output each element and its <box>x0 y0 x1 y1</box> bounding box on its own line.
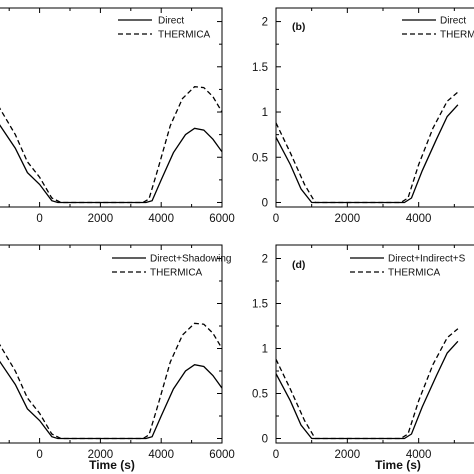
legend-label: Direct+Indirect+S <box>388 254 466 265</box>
panel-label: (d) <box>292 259 305 271</box>
panel-b: 0 2000 4000 0 0.5 1 1.5 2 Direct THERMICA (b) <box>252 7 474 225</box>
series-line-thermica <box>276 328 459 440</box>
y-tick-label: 1 <box>262 344 268 356</box>
legend: Direct+Indirect+S THERMICA <box>350 254 466 279</box>
legend-label: Direct <box>440 16 466 27</box>
legend-label: Direct+Shadowing <box>150 254 231 265</box>
y-tick-label: 0 <box>262 197 268 209</box>
x-tick-label: 0 <box>273 213 279 225</box>
series-line-thermica <box>0 86 222 204</box>
x-axis-label: Time (s) <box>375 458 421 472</box>
legend: Direct THERMICA <box>402 16 474 41</box>
series-line-direct-shadowing <box>0 360 222 440</box>
x-tick-label: 4000 <box>406 213 432 225</box>
series-line-direct <box>0 124 222 204</box>
axes-frame <box>0 7 223 208</box>
legend: Direct THERMICA <box>118 16 211 41</box>
y-tick-label: 0.5 <box>252 152 268 164</box>
series-line-direct-indirect-s <box>276 340 459 440</box>
panel-c: 0 2000 4000 6000 Time (s) Direct+Shadowing THE… <box>0 244 235 472</box>
y-tick-label: 1 <box>262 107 268 119</box>
x-tick-label: 4000 <box>148 449 174 461</box>
x-tick-label: 0 <box>273 449 279 461</box>
x-tick-label: 2000 <box>88 449 114 461</box>
legend-label: THERMICA <box>150 268 203 279</box>
x-tick-label: 2000 <box>335 213 361 225</box>
y-tick-label: 0 <box>262 434 268 446</box>
legend-label: THERMICA <box>388 268 441 279</box>
axes-frame <box>0 244 223 444</box>
x-tick-label: 4000 <box>148 213 174 225</box>
series-line-thermica <box>276 91 459 204</box>
y-tick-label: 2 <box>262 17 268 29</box>
axes-frame <box>275 244 474 444</box>
legend-label: THERMICA <box>158 30 211 41</box>
x-tick-label: 6000 <box>209 449 235 461</box>
y-tick-label: 2 <box>262 254 268 266</box>
y-tick-label: 0.5 <box>252 389 268 401</box>
legend-label: THERMICA <box>440 30 474 41</box>
x-axis-label: Time (s) <box>89 458 135 472</box>
y-tick-label: 1.5 <box>252 299 268 311</box>
series-line-direct <box>276 104 459 204</box>
x-tick-label: 0 <box>36 449 42 461</box>
panel-d: 0 2000 4000 0 0.5 1 1.5 2 Time (s) Direct+Indirec… <box>252 244 474 472</box>
panel-label: (b) <box>292 21 305 33</box>
y-tick-label: 1.5 <box>252 62 268 74</box>
legend: Direct+Shadowing THERMICA <box>112 254 231 279</box>
x-tick-label: 4000 <box>406 449 432 461</box>
legend-label: Direct <box>158 16 184 27</box>
x-tick-label: 2000 <box>335 449 361 461</box>
x-tick-label: 0 <box>36 213 42 225</box>
series-line-thermica <box>0 322 222 440</box>
x-tick-label: 2000 <box>88 213 114 225</box>
x-tick-label: 6000 <box>209 213 235 225</box>
